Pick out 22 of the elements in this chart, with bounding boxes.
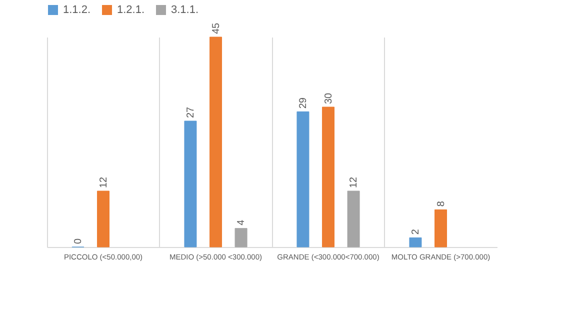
bar (234, 228, 248, 248)
data-label: 0 (72, 238, 84, 244)
bar (210, 36, 222, 248)
bar (296, 111, 310, 248)
legend-label: 3.1.1. (171, 4, 199, 16)
data-label: 4 (236, 219, 248, 226)
bar (434, 209, 447, 248)
data-label: 2 (410, 228, 422, 235)
data-label: 12 (348, 176, 360, 188)
legend-label: 1.1.2. (63, 4, 91, 16)
bar (347, 190, 360, 248)
bar (97, 190, 110, 248)
bar (184, 120, 197, 248)
legend-label: 1.2.1. (117, 4, 145, 16)
data-label: 12 (98, 176, 110, 188)
data-label: 27 (185, 106, 196, 118)
data-label: 30 (323, 92, 334, 104)
data-label: 45 (210, 22, 222, 34)
data-label: 29 (298, 97, 309, 109)
data-label: 8 (436, 200, 447, 207)
bar (322, 106, 334, 248)
bar (409, 237, 422, 248)
